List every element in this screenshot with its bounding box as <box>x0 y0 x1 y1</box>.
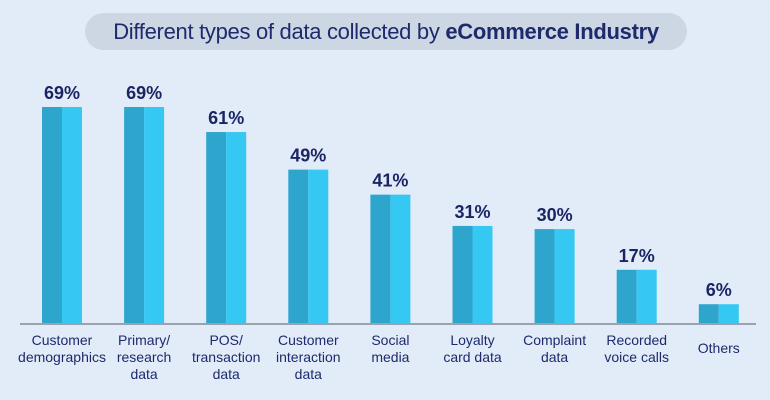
bar-left <box>698 304 719 323</box>
bar-left <box>616 269 637 323</box>
title-bold: eCommerce Industry <box>445 19 659 44</box>
bar <box>370 194 411 323</box>
category-label-line: data <box>130 366 157 382</box>
bar <box>42 107 82 323</box>
category-label-line: research <box>117 349 171 365</box>
category-label: Customer interaction data <box>276 332 341 382</box>
category-label-line: interaction <box>276 349 341 365</box>
category-label-line: Customer <box>278 332 339 348</box>
bar <box>616 269 657 323</box>
data-label: 69% <box>44 83 80 103</box>
category-label-line: transaction <box>192 349 260 365</box>
category-label-line: Customer <box>32 332 93 348</box>
category-label-line: demographics <box>18 349 106 365</box>
category-label-line: Recorded <box>606 332 667 348</box>
category-label: Social media <box>371 332 409 365</box>
data-label: 61% <box>208 108 244 128</box>
category-label: Complaint data <box>523 332 586 365</box>
bar-left <box>370 194 391 323</box>
category-label-line: POS/ <box>209 332 243 348</box>
data-label: 31% <box>454 202 490 222</box>
title-regular: Different types of data collected by <box>113 19 440 44</box>
category-label-line: media <box>371 349 409 365</box>
bar <box>124 107 165 323</box>
bar <box>452 225 493 323</box>
bar-left <box>452 225 473 323</box>
bar <box>288 169 329 323</box>
data-label: 69% <box>126 83 162 103</box>
bar-left <box>42 107 62 323</box>
bar <box>206 132 247 323</box>
data-label: 17% <box>619 246 655 266</box>
bar-right <box>636 269 657 323</box>
bar-right <box>144 107 165 323</box>
category-label-line: Others <box>698 340 740 356</box>
bar-right <box>472 225 493 323</box>
category-label: POS/transaction data <box>192 332 260 382</box>
category-label-line: card data <box>443 349 502 365</box>
bar-left <box>534 229 555 323</box>
category-label-line: Social <box>371 332 409 348</box>
bar-left <box>206 132 227 323</box>
bar <box>534 229 575 323</box>
data-label: 6% <box>706 280 732 300</box>
category-label-line: Loyalty <box>450 332 494 348</box>
category-label-line: data <box>213 366 240 382</box>
category-label: Others <box>698 340 740 356</box>
bar-left <box>124 107 145 323</box>
bar-right <box>308 169 329 323</box>
bar-left <box>288 169 309 323</box>
chart-title: Different types of data collected by eCo… <box>85 13 687 50</box>
bar-right <box>718 304 739 323</box>
bar-right <box>226 132 247 323</box>
category-label: Loyalty card data <box>443 332 502 365</box>
category-label-line: voice calls <box>604 349 669 365</box>
category-label-line: Primary/ <box>118 332 170 348</box>
data-label: 41% <box>372 171 408 191</box>
category-label: Customer demographics <box>18 332 106 365</box>
category-label: Recorded voice calls <box>604 332 669 365</box>
data-label: 30% <box>537 205 573 225</box>
category-label: Primary/research data <box>117 332 171 382</box>
data-label: 49% <box>290 146 326 166</box>
bar-right <box>554 229 575 323</box>
category-label-line: data <box>541 349 568 365</box>
bar-right <box>390 194 411 323</box>
bar <box>698 304 739 323</box>
bar-right <box>62 107 82 323</box>
category-label-line: Complaint <box>523 332 586 348</box>
category-label-line: data <box>295 366 322 382</box>
